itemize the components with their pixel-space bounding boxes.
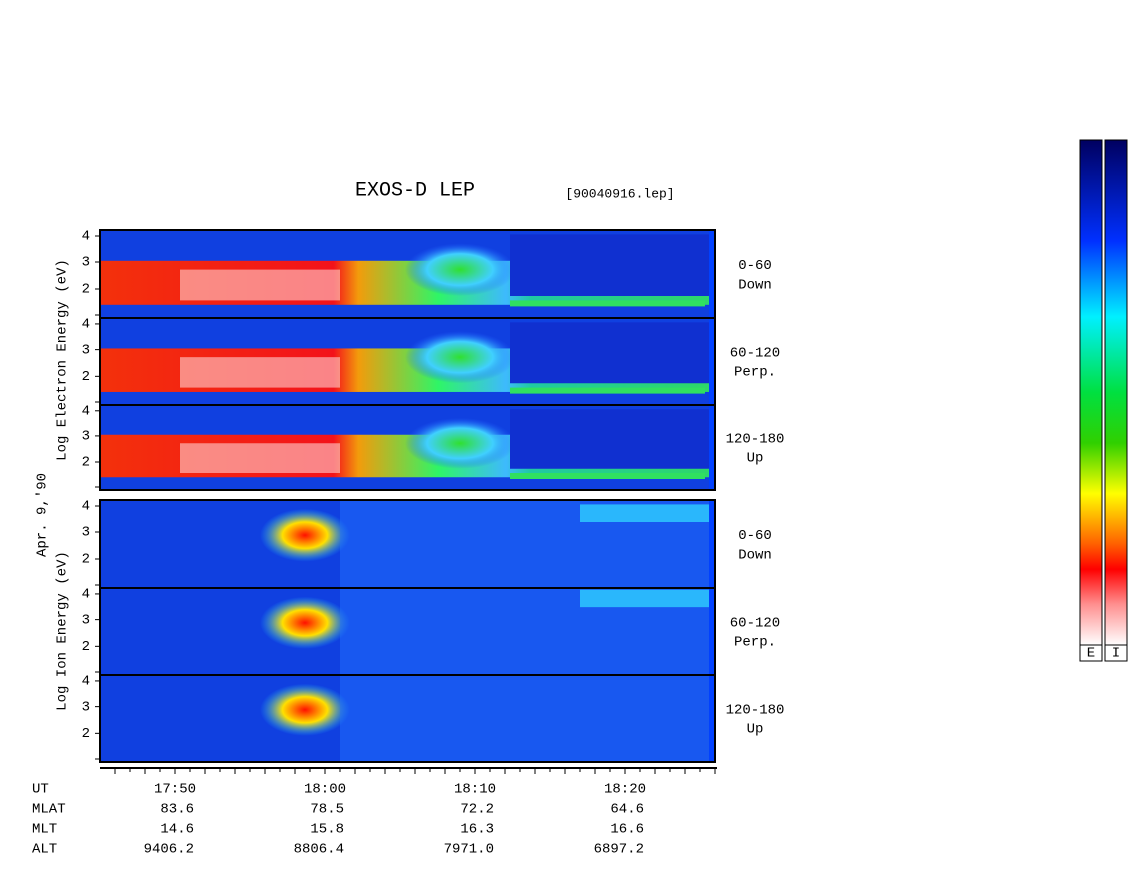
y-tick-label: 4 (82, 499, 90, 515)
row-value: 64.6 (610, 802, 644, 818)
spectrogram-band (580, 504, 710, 522)
row-value: 16.3 (460, 822, 494, 838)
direction-label: Perp. (734, 365, 776, 381)
spectrogram-line (510, 387, 705, 394)
y-tick-label: 3 (82, 612, 90, 628)
spectrogram-edge (709, 405, 715, 490)
row-value: 83.6 (160, 802, 194, 818)
y-tick-label: 4 (82, 229, 90, 245)
pitch-label: 0-60 (738, 258, 772, 274)
row-label: MLAT (32, 802, 66, 818)
spectrogram-hot (180, 443, 340, 473)
row-value: 15.8 (310, 822, 344, 838)
color-bar-label: E (1087, 646, 1095, 662)
time-label: 18:20 (604, 782, 646, 798)
y-tick-label: 3 (82, 255, 90, 271)
spectrogram-hot (260, 683, 350, 736)
row-value: 7971.0 (444, 842, 494, 858)
direction-label: Down (738, 277, 772, 293)
direction-label: Up (747, 450, 764, 466)
pitch-label: 60-120 (730, 346, 780, 362)
spectrogram-edge (709, 230, 715, 318)
title: EXOS-D LEP (355, 179, 475, 202)
row-label: MLT (32, 822, 57, 838)
spectrogram-low (510, 322, 715, 384)
axis-title: Log Ion Energy (eV) (55, 551, 71, 711)
row-value: 9406.2 (144, 842, 194, 858)
pitch-label: 0-60 (738, 528, 772, 544)
row-value: 14.6 (160, 822, 194, 838)
y-tick-label: 4 (82, 317, 90, 333)
y-tick-label: 2 (82, 455, 90, 471)
color-bar (1104, 139, 1128, 646)
file-name: [90040916.lep] (565, 186, 674, 201)
y-tick-label: 3 (82, 699, 90, 715)
row-value: 72.2 (460, 802, 494, 818)
color-bar-label-box (1079, 644, 1103, 662)
time-label: 18:00 (304, 782, 346, 798)
y-tick-label: 4 (82, 674, 90, 690)
date-label: Apr. 9,'90 (35, 473, 51, 557)
pitch-label: 120-180 (726, 432, 785, 448)
spectrogram-hot (180, 269, 340, 301)
spectrogram-band (580, 589, 710, 608)
spectrogram-blob (405, 417, 515, 469)
spectrogram-blob (405, 243, 515, 296)
pitch-label: 60-120 (730, 616, 780, 632)
axis-title: Log Electron Energy (eV) (55, 259, 71, 461)
time-label: 18:10 (454, 782, 496, 798)
row-label: ALT (32, 842, 57, 858)
y-tick-label: 3 (82, 525, 90, 541)
color-bar-label-box (1104, 644, 1128, 662)
row-label: UT (32, 782, 49, 798)
spectrogram-mid (340, 675, 715, 762)
spectrogram-edge (709, 588, 715, 675)
spectrogram-hot (260, 596, 350, 649)
spectrogram-line (510, 473, 705, 479)
row-value: 16.6 (610, 822, 644, 838)
pitch-label: 120-180 (726, 703, 785, 719)
direction-label: Perp. (734, 635, 776, 651)
y-tick-label: 3 (82, 342, 90, 358)
row-value: 8806.4 (294, 842, 344, 858)
spectrogram-edge (709, 500, 715, 588)
spectrogram-hot (260, 508, 350, 562)
spectrogram-edge (709, 318, 715, 405)
y-tick-label: 2 (82, 552, 90, 568)
y-tick-label: 4 (82, 403, 90, 419)
y-tick-label: 2 (82, 369, 90, 385)
spectrogram-low (510, 234, 715, 296)
row-value: 6897.2 (594, 842, 644, 858)
spectrogram-blob (405, 331, 515, 384)
spectrogram-hot (180, 357, 340, 388)
spectrogram-low (510, 409, 715, 469)
direction-label: Down (738, 547, 772, 563)
y-tick-label: 2 (82, 726, 90, 742)
spectrogram-edge (709, 675, 715, 762)
y-tick-label: 2 (82, 639, 90, 655)
time-label: 17:50 (154, 782, 196, 798)
color-bar-label: I (1112, 646, 1120, 662)
y-tick-label: 2 (82, 282, 90, 298)
spectrogram-line (510, 300, 705, 307)
y-tick-label: 4 (82, 587, 90, 603)
row-value: 78.5 (310, 802, 344, 818)
direction-label: Up (747, 722, 764, 738)
color-bar (1079, 139, 1103, 646)
y-tick-label: 3 (82, 429, 90, 445)
